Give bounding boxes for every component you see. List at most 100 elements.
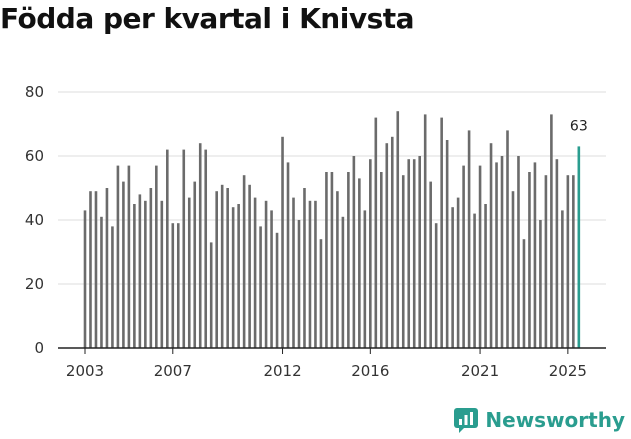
bar <box>451 207 454 348</box>
bar <box>478 165 482 348</box>
bar <box>308 200 312 348</box>
bar <box>539 220 542 348</box>
bar <box>259 226 262 348</box>
bar <box>572 175 575 348</box>
bar <box>396 111 400 348</box>
bar <box>379 172 383 348</box>
bar <box>550 114 553 349</box>
bar <box>215 191 218 348</box>
bar <box>242 175 246 348</box>
bar <box>105 188 109 348</box>
x-tick-label: 2007 <box>154 362 192 380</box>
bar <box>176 223 180 348</box>
bar <box>198 143 202 348</box>
bar <box>352 156 356 348</box>
bar <box>385 143 389 348</box>
x-tick-label: 2003 <box>66 362 104 380</box>
bar <box>160 200 164 348</box>
bar <box>133 204 136 348</box>
bar <box>555 159 559 348</box>
brand-logo: Newsworthy <box>453 407 625 433</box>
x-tick-label: 2025 <box>549 362 587 380</box>
bar <box>127 165 131 348</box>
bar <box>116 165 120 348</box>
bar <box>193 181 197 348</box>
bar <box>231 207 235 348</box>
bar <box>484 204 487 348</box>
bar <box>445 140 449 348</box>
chart-title: Födda per kvartal i Knivsta <box>0 2 415 35</box>
bar <box>423 114 427 349</box>
bar <box>429 181 432 348</box>
bar <box>522 239 526 348</box>
bar <box>440 117 443 348</box>
bar <box>401 175 405 348</box>
bar <box>314 200 317 348</box>
bar <box>204 149 208 348</box>
bar <box>297 220 301 348</box>
bar <box>358 178 361 348</box>
y-tick-label: 60 <box>25 147 44 165</box>
bar <box>462 165 465 348</box>
bar <box>511 191 515 348</box>
y-axis-ticks: 0 20 40 60 80 <box>25 83 44 357</box>
x-tick-label: 2021 <box>461 362 499 380</box>
bar <box>347 172 350 348</box>
bar <box>122 181 125 348</box>
bar <box>248 184 251 348</box>
brand-name: Newsworthy <box>485 408 625 432</box>
bar <box>149 188 153 348</box>
bar <box>226 188 229 348</box>
bar <box>336 191 339 348</box>
bar <box>561 210 564 348</box>
bar <box>374 117 378 348</box>
bar <box>325 172 328 348</box>
bar <box>220 184 224 348</box>
bar <box>390 136 394 348</box>
bar <box>83 210 87 348</box>
bar <box>166 149 169 348</box>
x-tick-label: 2012 <box>263 362 301 380</box>
bar <box>138 194 142 348</box>
bar <box>275 232 279 348</box>
bar <box>237 204 240 348</box>
bar <box>363 210 367 348</box>
bar <box>533 162 537 348</box>
bar <box>144 200 147 348</box>
bar <box>100 216 103 348</box>
bar <box>506 130 509 348</box>
bar <box>281 136 284 348</box>
bar <box>517 156 520 348</box>
bar <box>187 197 191 348</box>
bar <box>528 172 531 348</box>
bar <box>566 175 570 348</box>
bar <box>111 226 114 348</box>
bar <box>544 175 548 348</box>
x-tick-label: 2016 <box>351 362 389 380</box>
y-tick-label: 40 <box>25 211 44 229</box>
bar <box>418 156 422 348</box>
y-tick-label: 20 <box>25 275 44 293</box>
bar <box>489 143 493 348</box>
bar <box>182 149 186 348</box>
bar <box>495 162 498 348</box>
bar <box>303 188 306 348</box>
bar <box>264 200 268 348</box>
bar <box>407 159 411 348</box>
last-value-callout: 63 <box>570 118 588 134</box>
bar <box>89 191 92 348</box>
bar <box>171 223 175 348</box>
bars <box>83 111 581 349</box>
bar <box>319 239 323 348</box>
bar <box>292 197 295 348</box>
bar <box>434 223 438 348</box>
bar <box>94 191 98 348</box>
bar <box>209 242 213 348</box>
bar <box>341 216 345 348</box>
bar <box>330 172 334 348</box>
newsworthy-logo-icon <box>454 408 479 433</box>
bar <box>500 156 504 348</box>
bar <box>155 165 158 348</box>
bar <box>473 213 476 348</box>
